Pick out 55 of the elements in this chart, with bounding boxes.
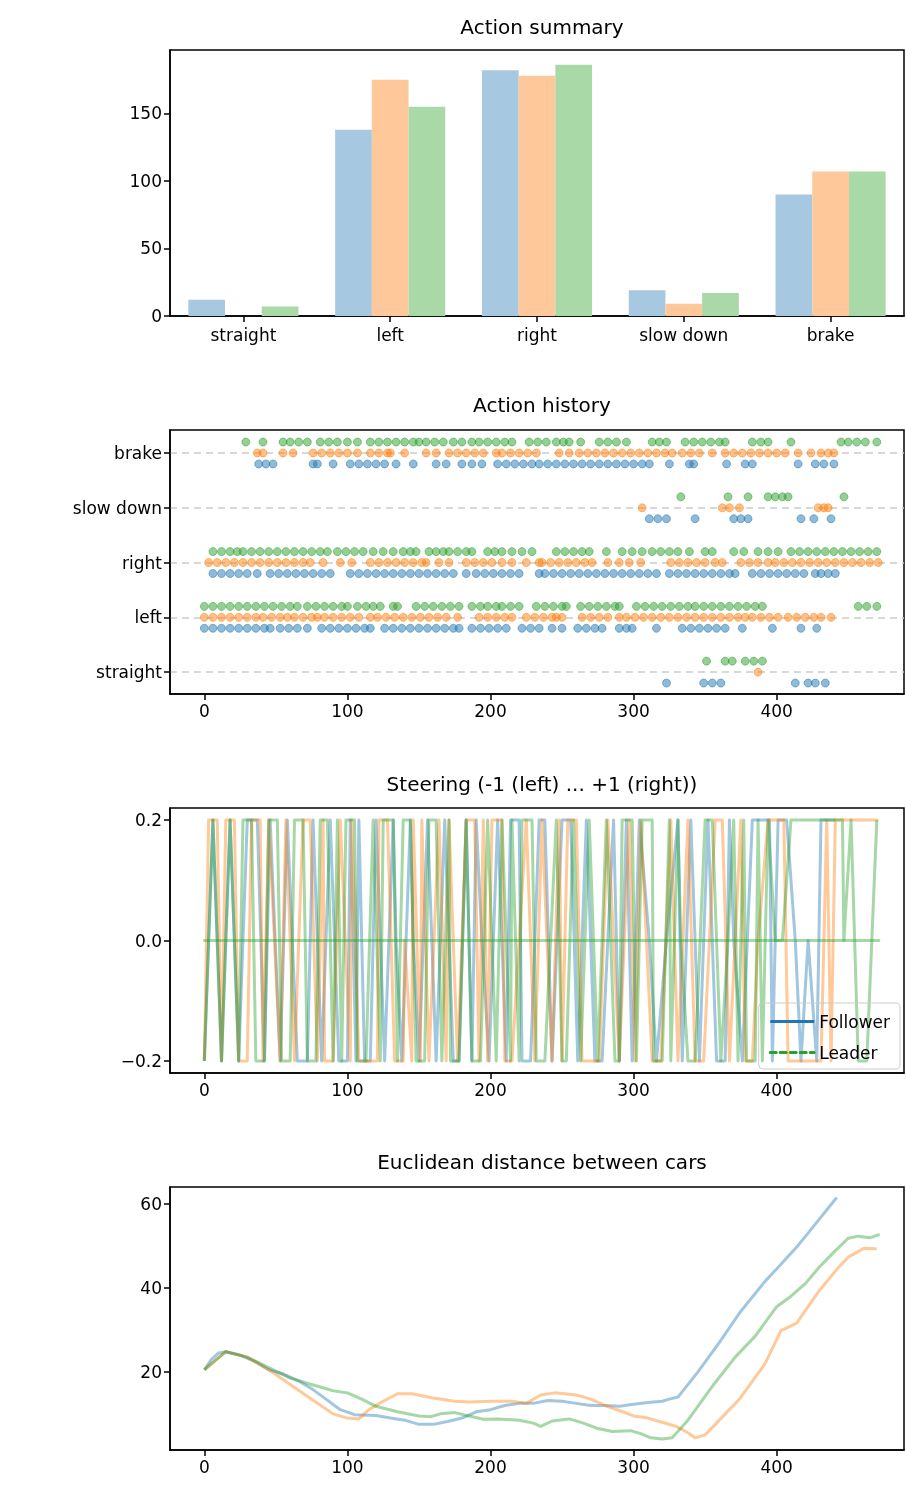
bar bbox=[702, 293, 739, 316]
x-tick-label: 200 bbox=[474, 1079, 507, 1100]
y-tick-label: right bbox=[122, 552, 163, 573]
chart-title: Action history bbox=[473, 393, 612, 417]
x-tick-label: left bbox=[376, 324, 405, 345]
y-tick-label: brake bbox=[114, 443, 162, 463]
x-tick-label: 300 bbox=[617, 700, 650, 721]
x-tick-label: 100 bbox=[331, 1456, 364, 1477]
y-tick-label: 0.2 bbox=[134, 810, 162, 831]
x-tick-label: 400 bbox=[760, 700, 793, 721]
bar bbox=[371, 79, 409, 316]
x-tick-label: right bbox=[517, 324, 558, 345]
y-tick-label: 0 bbox=[151, 306, 162, 326]
y-tick-label: 100 bbox=[129, 170, 162, 191]
x-tick-label: straight bbox=[210, 324, 277, 345]
y-tick-label: 0.0 bbox=[134, 930, 162, 951]
y-tick-label: slow down bbox=[72, 497, 162, 518]
y-tick-label: −0.2 bbox=[120, 1050, 162, 1071]
bar bbox=[555, 64, 593, 316]
x-tick-label: 200 bbox=[474, 1456, 507, 1477]
x-tick-label: 0 bbox=[198, 1456, 210, 1477]
x-tick-label: 0 bbox=[198, 700, 210, 721]
bar bbox=[481, 70, 519, 316]
legend-label: Leader bbox=[819, 1042, 878, 1063]
bar bbox=[335, 129, 372, 316]
y-tick-label: left bbox=[134, 607, 163, 628]
x-tick-label: 100 bbox=[331, 1079, 364, 1100]
bar bbox=[261, 306, 299, 316]
y-tick-label: 60 bbox=[140, 1193, 162, 1214]
bar bbox=[812, 171, 849, 316]
legend-label: Follower bbox=[819, 1011, 891, 1032]
bar bbox=[408, 106, 446, 316]
y-tick-label: 40 bbox=[140, 1277, 162, 1298]
y-tick-label: 20 bbox=[140, 1361, 162, 1382]
bar bbox=[665, 303, 703, 316]
x-tick-label: 100 bbox=[331, 700, 364, 721]
bar bbox=[518, 75, 556, 316]
x-tick-label: slow down bbox=[639, 324, 729, 345]
x-tick-label: 300 bbox=[617, 1079, 650, 1100]
bar bbox=[848, 171, 886, 316]
x-tick-label: 300 bbox=[617, 1456, 650, 1477]
x-tick-label: brake bbox=[806, 324, 855, 345]
x-tick-label: 200 bbox=[474, 700, 507, 721]
chart-title: Steering (-1 (left) ... +1 (right)) bbox=[386, 772, 698, 796]
x-tick-label: 0 bbox=[198, 1079, 210, 1100]
bar bbox=[775, 194, 813, 316]
chart-title: Euclidean distance between cars bbox=[377, 1150, 707, 1174]
chart-title: Action summary bbox=[460, 15, 624, 39]
x-tick-label: 400 bbox=[760, 1079, 793, 1100]
bar bbox=[628, 290, 666, 316]
y-tick-label: straight bbox=[96, 662, 163, 683]
y-tick-label: 150 bbox=[129, 103, 162, 124]
y-tick-label: 50 bbox=[140, 238, 162, 259]
bar bbox=[188, 299, 226, 316]
x-tick-label: 400 bbox=[760, 1456, 793, 1477]
